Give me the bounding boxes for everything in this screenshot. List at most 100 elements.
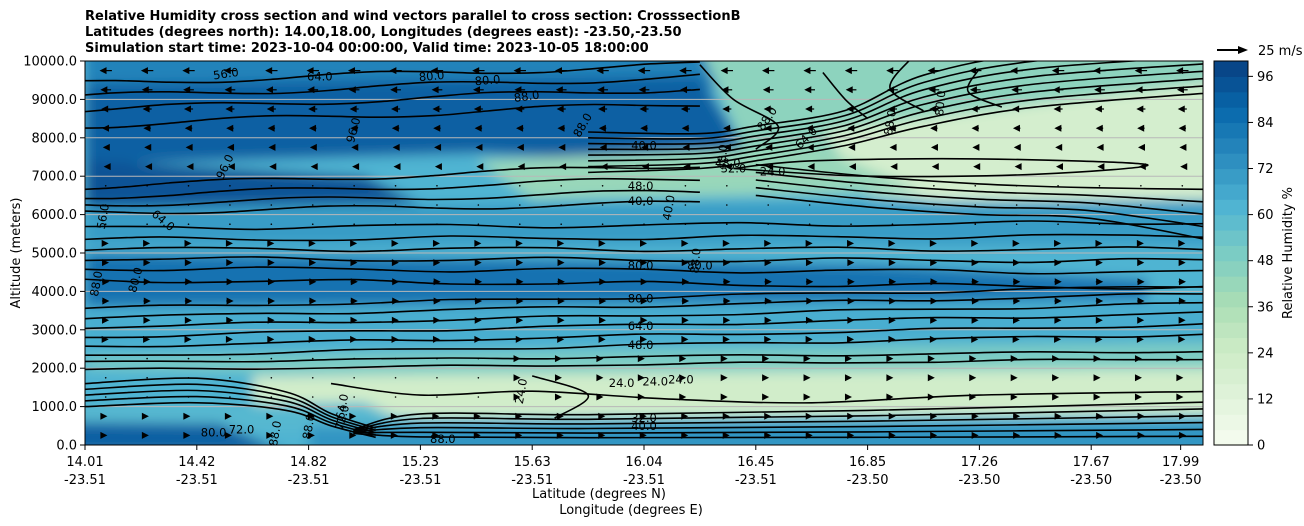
wind-vector-arrow [473, 86, 484, 94]
wind-vector-arrow [351, 143, 359, 151]
wind-vector-arrow [393, 163, 401, 171]
contour-label: 40.0 [659, 194, 677, 222]
wind-vector-arrow [270, 357, 273, 360]
wind-vector-arrow [307, 412, 315, 420]
wind-vector-arrow [889, 143, 897, 151]
wind-vector-arrow [1137, 297, 1145, 305]
wind-vector-arrow [762, 374, 770, 382]
wind-vector-arrow [1181, 185, 1184, 187]
wind-vector-arrow [1094, 105, 1105, 113]
wind-vector-arrow [596, 393, 604, 401]
wind-vector-arrow [518, 204, 521, 206]
wind-vector-arrow [681, 278, 690, 286]
wind-vector-arrow [143, 124, 151, 132]
wind-vector-arrow [1095, 297, 1104, 305]
wind-vector-arrow [763, 105, 773, 113]
wind-vector-arrow [681, 259, 689, 267]
y-tick-label: 0.0 [56, 439, 77, 454]
svg-text:88.0: 88.0 [881, 109, 899, 137]
svg-text:88.0: 88.0 [87, 270, 105, 298]
contour-label: 72.0 [229, 423, 255, 437]
wind-vector-arrow [436, 185, 438, 187]
wind-vector-arrow [1177, 105, 1187, 113]
x-tick-label-latitude: 16.04 [625, 455, 662, 470]
wind-vector-arrow [266, 105, 276, 113]
contour-label: 80.0 [125, 266, 145, 294]
svg-text:40.0: 40.0 [628, 194, 654, 208]
wind-vector-arrow [1176, 86, 1188, 94]
x-tick-label-longitude: -23.51 [511, 473, 553, 488]
wind-vector-arrow [764, 278, 772, 286]
wind-vector-arrow [1178, 316, 1186, 324]
wind-vector-arrow [1178, 124, 1187, 132]
contour-label: 48.0 [715, 156, 741, 170]
wind-vector-arrow [724, 163, 732, 171]
wind-vector-arrow [436, 204, 438, 206]
wind-vector-arrow [1051, 67, 1065, 75]
wind-vector-arrow [764, 431, 772, 439]
wind-vector-arrow [1095, 239, 1103, 247]
wind-vector-arrow [353, 357, 355, 360]
wind-vector-arrow [927, 67, 941, 75]
wind-vector-arrow [308, 105, 318, 113]
wind-vector-arrow [308, 335, 316, 343]
wind-vector-arrow [805, 259, 813, 267]
wind-vector-arrow [391, 105, 401, 113]
wind-vector-arrow [554, 355, 562, 363]
wind-vector-arrow [350, 259, 358, 267]
wind-vector-arrow [1010, 67, 1023, 75]
y-tick-label: 5000.0 [32, 247, 78, 262]
wind-vector-arrow [557, 297, 565, 305]
wind-vector-arrow [185, 143, 193, 151]
chart-title: Relative Humidity cross section and wind… [85, 9, 741, 57]
wind-vector-arrow [803, 355, 811, 363]
wind-vector-arrow [681, 297, 690, 305]
title-line-3: Simulation start time: 2023-10-04 00:00:… [85, 41, 649, 56]
wind-vector-arrow [1096, 143, 1104, 151]
wind-vector-arrow [394, 223, 397, 225]
wind-vector-arrow [102, 297, 110, 305]
wind-vector-arrow [969, 86, 981, 94]
wind-vector-arrow [184, 316, 192, 324]
wind-vector-arrow [140, 67, 154, 75]
wind-vector-arrow [887, 105, 897, 113]
wind-vector-arrow [637, 374, 645, 382]
wind-vector-arrow [969, 374, 977, 382]
contour-label: 80.0 [628, 259, 654, 273]
wind-vector-arrow [762, 67, 775, 75]
wind-vector-arrow [931, 163, 939, 171]
wind-vector-arrow [806, 143, 814, 151]
svg-text:80.0: 80.0 [628, 259, 654, 273]
contour-label: 48.0 [628, 179, 654, 193]
wind-vector-arrow [226, 124, 234, 132]
contour-label: 24.0 [512, 377, 530, 405]
y-tick-label: 6000.0 [32, 208, 78, 223]
wind-vector-arrow [808, 223, 811, 225]
contour-line [85, 350, 1203, 363]
colorbar-tick-label: 60 [1257, 208, 1274, 223]
wind-vector-arrow [474, 278, 483, 286]
wind-vector-arrow [720, 393, 728, 401]
wind-vector-arrow [974, 204, 977, 206]
contour-line [588, 70, 1203, 156]
contour-line [85, 246, 1203, 253]
wind-vector-arrow [1181, 223, 1184, 225]
wind-vector-arrow [1013, 316, 1021, 324]
wind-vector-arrow [391, 259, 399, 267]
wind-vector-arrow [353, 223, 355, 225]
wind-vector-arrow [1178, 297, 1186, 305]
wind-vector-arrow [972, 143, 980, 151]
wind-vector-arrow [1057, 223, 1059, 225]
wind-vector-arrow [805, 105, 815, 113]
wind-vector-arrow [930, 297, 938, 305]
wind-vector-arrow [1054, 124, 1062, 132]
wind-vector-arrow [1178, 431, 1187, 439]
wind-vector-arrow [267, 278, 276, 286]
wind-vector-arrow [723, 259, 731, 267]
wind-vector-arrow [391, 124, 400, 132]
wind-vector-arrow [184, 259, 192, 267]
wind-vector-arrow [971, 431, 979, 439]
wind-vector-arrow [598, 335, 606, 343]
wind-vector-arrow [146, 357, 148, 360]
contour-label: 32.0 [631, 411, 657, 425]
